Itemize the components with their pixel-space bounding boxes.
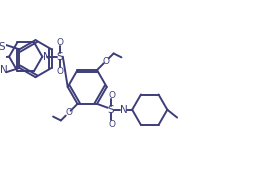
Text: O: O xyxy=(65,108,72,117)
Text: O: O xyxy=(102,57,109,66)
Text: N: N xyxy=(43,52,51,62)
Text: O: O xyxy=(108,120,115,129)
Text: S: S xyxy=(57,52,63,62)
Text: N: N xyxy=(120,105,127,115)
Text: O: O xyxy=(108,91,115,100)
Text: S: S xyxy=(0,42,5,52)
Text: S: S xyxy=(107,105,114,115)
Text: O: O xyxy=(56,38,63,47)
Text: O: O xyxy=(56,67,63,76)
Text: N: N xyxy=(0,65,7,75)
